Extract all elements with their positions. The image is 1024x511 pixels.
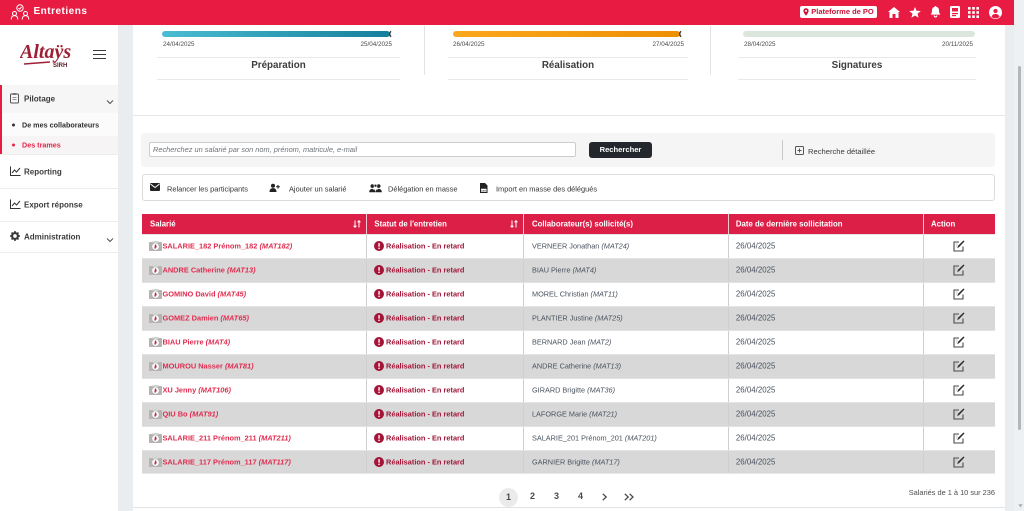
svg-text:Altaÿs: Altaÿs bbox=[20, 41, 71, 63]
svg-text:SIRH: SIRH bbox=[53, 63, 67, 69]
svg-text:csv: csv bbox=[481, 189, 486, 193]
